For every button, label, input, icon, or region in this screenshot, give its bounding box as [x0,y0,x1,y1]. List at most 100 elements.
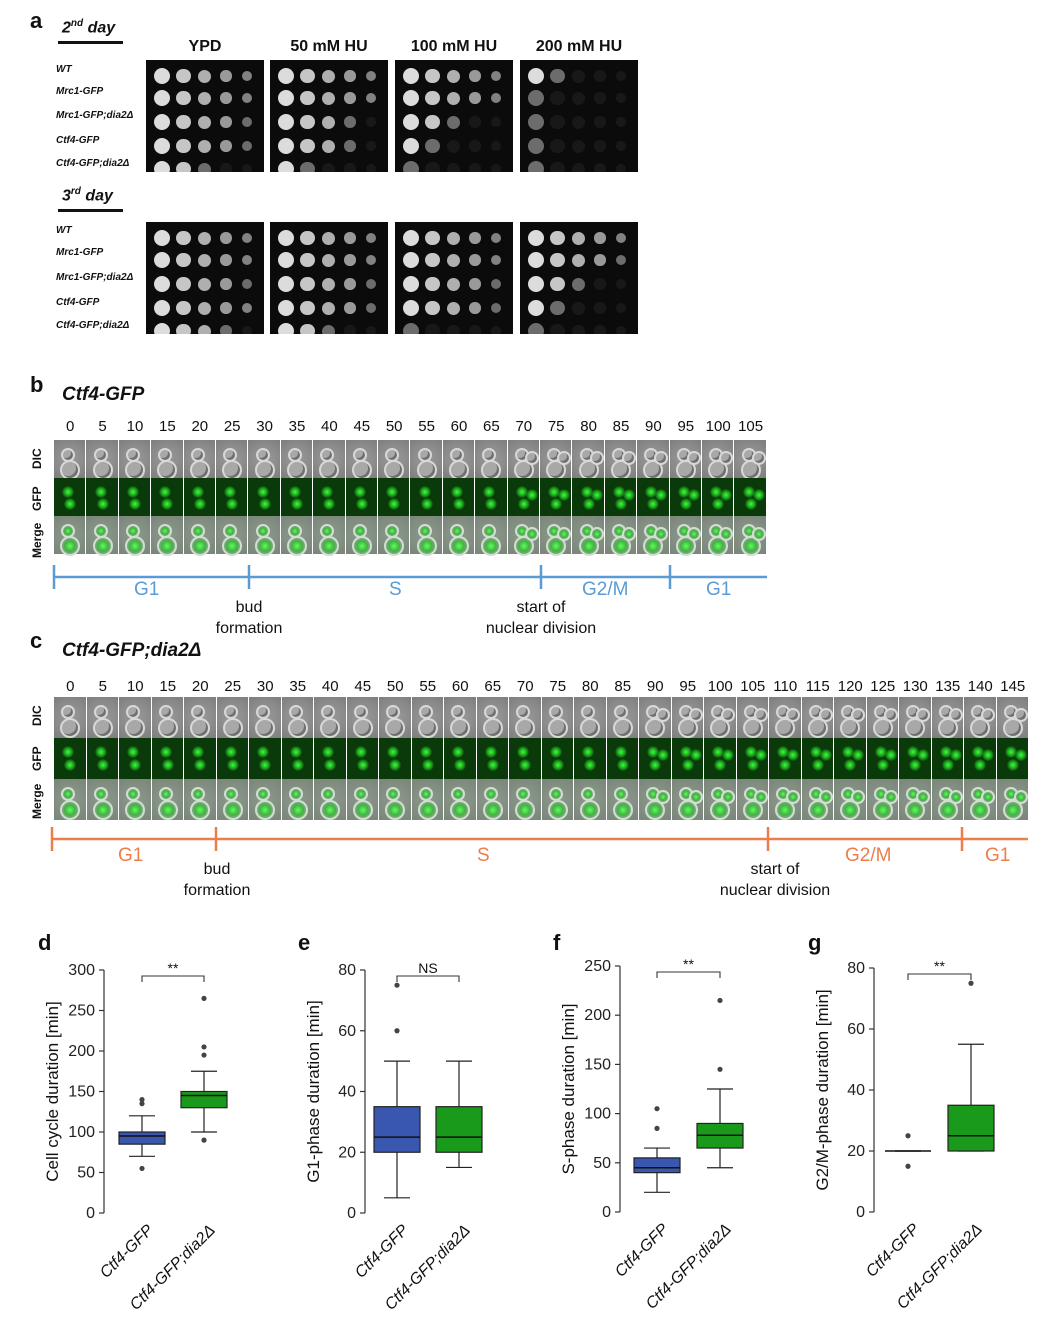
boxplot-g: 0 20 40 60 80 G2/M-phase duration [min] Ctf4-G… [813,958,995,1313]
merge-frame [184,779,217,821]
yeast-spot [572,115,585,129]
cell [324,759,337,772]
cell [970,718,991,739]
yeast-spot [366,117,376,127]
cell [742,800,763,821]
merge-frame [444,779,477,821]
day-suffix: nd [70,18,84,29]
cell [517,745,530,758]
dic-frame [379,697,412,739]
yeast-spot [550,252,565,268]
merge-frame [734,516,767,556]
y-tick-label: 0 [347,1205,356,1222]
cell [580,718,601,739]
yeast-spot [278,323,294,334]
cell [419,745,432,758]
category-label: Ctf4-GFP [352,1222,412,1282]
yeast-spot [242,326,252,334]
cell [158,447,173,462]
cell [972,745,985,758]
strain-label: WT [56,225,72,236]
cell [516,704,531,719]
dic-frame [410,440,443,480]
cell [258,497,271,510]
gfp-frame [475,478,508,516]
cell [851,707,866,722]
dic-frame [54,697,87,739]
cell [321,485,334,498]
yeast-spot [572,139,585,153]
cell [842,745,855,758]
cell [710,800,731,821]
yeast-spot [550,300,565,316]
yeast-spot [220,325,232,334]
frame-time-label: 65 [484,678,502,695]
cell [916,789,931,804]
cell [686,450,701,465]
frame-time-label: 70 [516,678,534,695]
yeast-spot [594,278,606,290]
dic-frame [119,697,152,739]
yeast-spot [572,162,585,172]
cell [851,789,866,804]
yeast-spot [469,232,481,244]
frame-time-label: 90 [645,418,662,435]
yeast-spot [278,90,294,106]
yeast-spot [616,141,626,151]
cell [686,526,701,541]
yeast-spot [344,325,356,334]
day-underline [58,41,123,44]
gfp-frame [702,478,735,516]
yeast-spot [176,68,191,84]
cell [61,704,76,719]
dic-frame [704,697,737,739]
dic-frame [996,697,1029,739]
agar-plate [270,222,388,334]
cell [811,759,824,772]
cell [818,789,833,804]
yeast-spot [594,70,606,82]
cell [809,745,822,758]
merge-frame [216,779,249,821]
gfp-frame [604,478,638,516]
cell [582,497,595,510]
cell [721,707,736,722]
cell [645,718,666,739]
yeast-spot [242,255,252,265]
y-tick-label: 200 [584,1007,611,1024]
cell [1004,745,1017,758]
yeast-spot [425,161,440,172]
merge-frame [574,779,607,821]
merge-frame [931,779,964,821]
cell [417,447,432,462]
cell [92,800,113,821]
panel-letter-g: g [808,930,822,955]
cell [645,800,666,821]
yeast-spot [278,68,294,84]
cell [917,748,930,761]
outlier-point [139,1165,145,1172]
cell [194,759,207,772]
cell [852,748,865,761]
cell [1014,748,1027,761]
gfp-frame [54,738,87,779]
yeast-spot [300,161,315,172]
dic-frame [184,697,217,739]
cell [125,523,140,538]
yeast-spot [176,90,191,106]
cell [288,485,301,498]
panel-letter-b: b [30,372,44,397]
yeast-spot [344,254,356,266]
cell [255,447,270,462]
cell [417,523,432,538]
cell [549,745,562,758]
day-label-2nd: 2nd day [62,18,115,37]
yeast-spot [491,233,501,243]
annotation-nuclear-division: start of nuclear division [461,597,621,639]
cell [255,718,276,739]
day-underline [58,209,123,212]
cell [452,745,465,758]
yeast-spot [344,302,356,314]
strain-label: Ctf4-GFP [56,135,100,146]
cell [256,786,271,801]
